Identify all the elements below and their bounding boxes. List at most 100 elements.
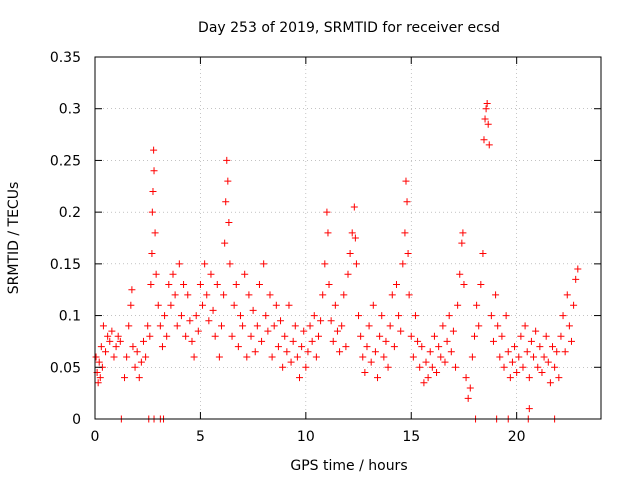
data-point (232, 281, 240, 289)
data-point (158, 343, 166, 351)
data-point (492, 291, 500, 299)
data-point (456, 270, 464, 278)
data-point (128, 286, 136, 294)
data-point (567, 337, 575, 345)
data-point (386, 322, 394, 330)
data-point (255, 281, 263, 289)
data-point (321, 260, 329, 268)
y-tick-label: 0.15 (50, 257, 81, 273)
data-point (287, 358, 295, 366)
data-point (150, 146, 158, 154)
data-point (213, 281, 221, 289)
data-point (508, 358, 516, 366)
data-point (289, 337, 297, 345)
data-point (222, 198, 230, 206)
data-point (363, 343, 371, 351)
data-point (336, 348, 344, 356)
data-point (570, 301, 578, 309)
data-point (392, 281, 400, 289)
y-tick-label: 0.35 (50, 50, 81, 66)
data-point (426, 348, 434, 356)
data-point (433, 368, 441, 376)
data-point (365, 322, 373, 330)
data-point (565, 322, 573, 330)
data-point (131, 363, 139, 371)
y-tick-label: 0.1 (59, 309, 81, 325)
data-point (475, 322, 483, 330)
data-point (454, 301, 462, 309)
data-point (563, 291, 571, 299)
data-point (266, 291, 274, 299)
data-point (536, 343, 544, 351)
data-point (156, 322, 164, 330)
data-point (102, 348, 110, 356)
data-point (471, 332, 478, 340)
x-tick-label: 10 (297, 429, 315, 445)
data-point (333, 327, 341, 335)
data-point (403, 198, 411, 206)
data-point (498, 332, 506, 340)
data-point (129, 343, 137, 351)
data-point (175, 260, 183, 268)
data-point (194, 327, 202, 335)
data-point (401, 229, 409, 237)
data-point (125, 322, 133, 330)
data-point (549, 343, 557, 351)
data-point (437, 353, 445, 361)
data-point (544, 358, 552, 366)
data-point (502, 312, 510, 320)
data-point (108, 327, 116, 335)
data-point (317, 317, 325, 325)
axis-ticks: 0 5 10 15 20 0 0.05 0.1 0.15 0.2 0.25 0.3 0.35 (50, 50, 601, 445)
data-point (245, 291, 253, 299)
data-point (530, 353, 538, 361)
data-point (534, 363, 542, 371)
data-point (123, 353, 131, 361)
data-point (319, 291, 327, 299)
data-point (300, 327, 308, 335)
data-point (95, 358, 103, 366)
data-point (209, 306, 217, 314)
data-point (281, 332, 289, 340)
data-point (420, 379, 428, 387)
data-point (285, 301, 293, 309)
data-point (395, 312, 403, 320)
data-point (150, 167, 158, 175)
data-point (142, 353, 150, 361)
data-point (428, 363, 436, 371)
data-point (262, 312, 270, 320)
data-point (466, 384, 474, 392)
data-point (494, 322, 502, 330)
data-point (483, 100, 491, 108)
data-point (416, 363, 424, 371)
data-point (114, 332, 122, 340)
data-point (462, 374, 470, 382)
data-point (279, 363, 287, 371)
data-point (234, 343, 242, 351)
data-point (151, 229, 159, 237)
data-point (304, 348, 312, 356)
data-point (344, 270, 352, 278)
data-point (224, 177, 232, 185)
data-point (203, 291, 211, 299)
data-point (443, 337, 451, 345)
data-point (449, 327, 457, 335)
data-point (230, 301, 238, 309)
data-point (308, 337, 316, 345)
data-point (260, 260, 268, 268)
data-point (430, 332, 438, 340)
data-point (161, 312, 169, 320)
x-tick-label: 0 (91, 429, 100, 445)
data-point (515, 353, 523, 361)
data-point (460, 281, 468, 289)
data-point (351, 234, 359, 242)
data-point (169, 270, 177, 278)
data-point (517, 332, 525, 340)
data-point (225, 218, 233, 226)
data-point (445, 312, 453, 320)
data-point (404, 250, 412, 258)
data-point (380, 353, 388, 361)
data-point (223, 156, 231, 164)
x-tick-label: 5 (196, 429, 205, 445)
data-point (116, 337, 124, 345)
